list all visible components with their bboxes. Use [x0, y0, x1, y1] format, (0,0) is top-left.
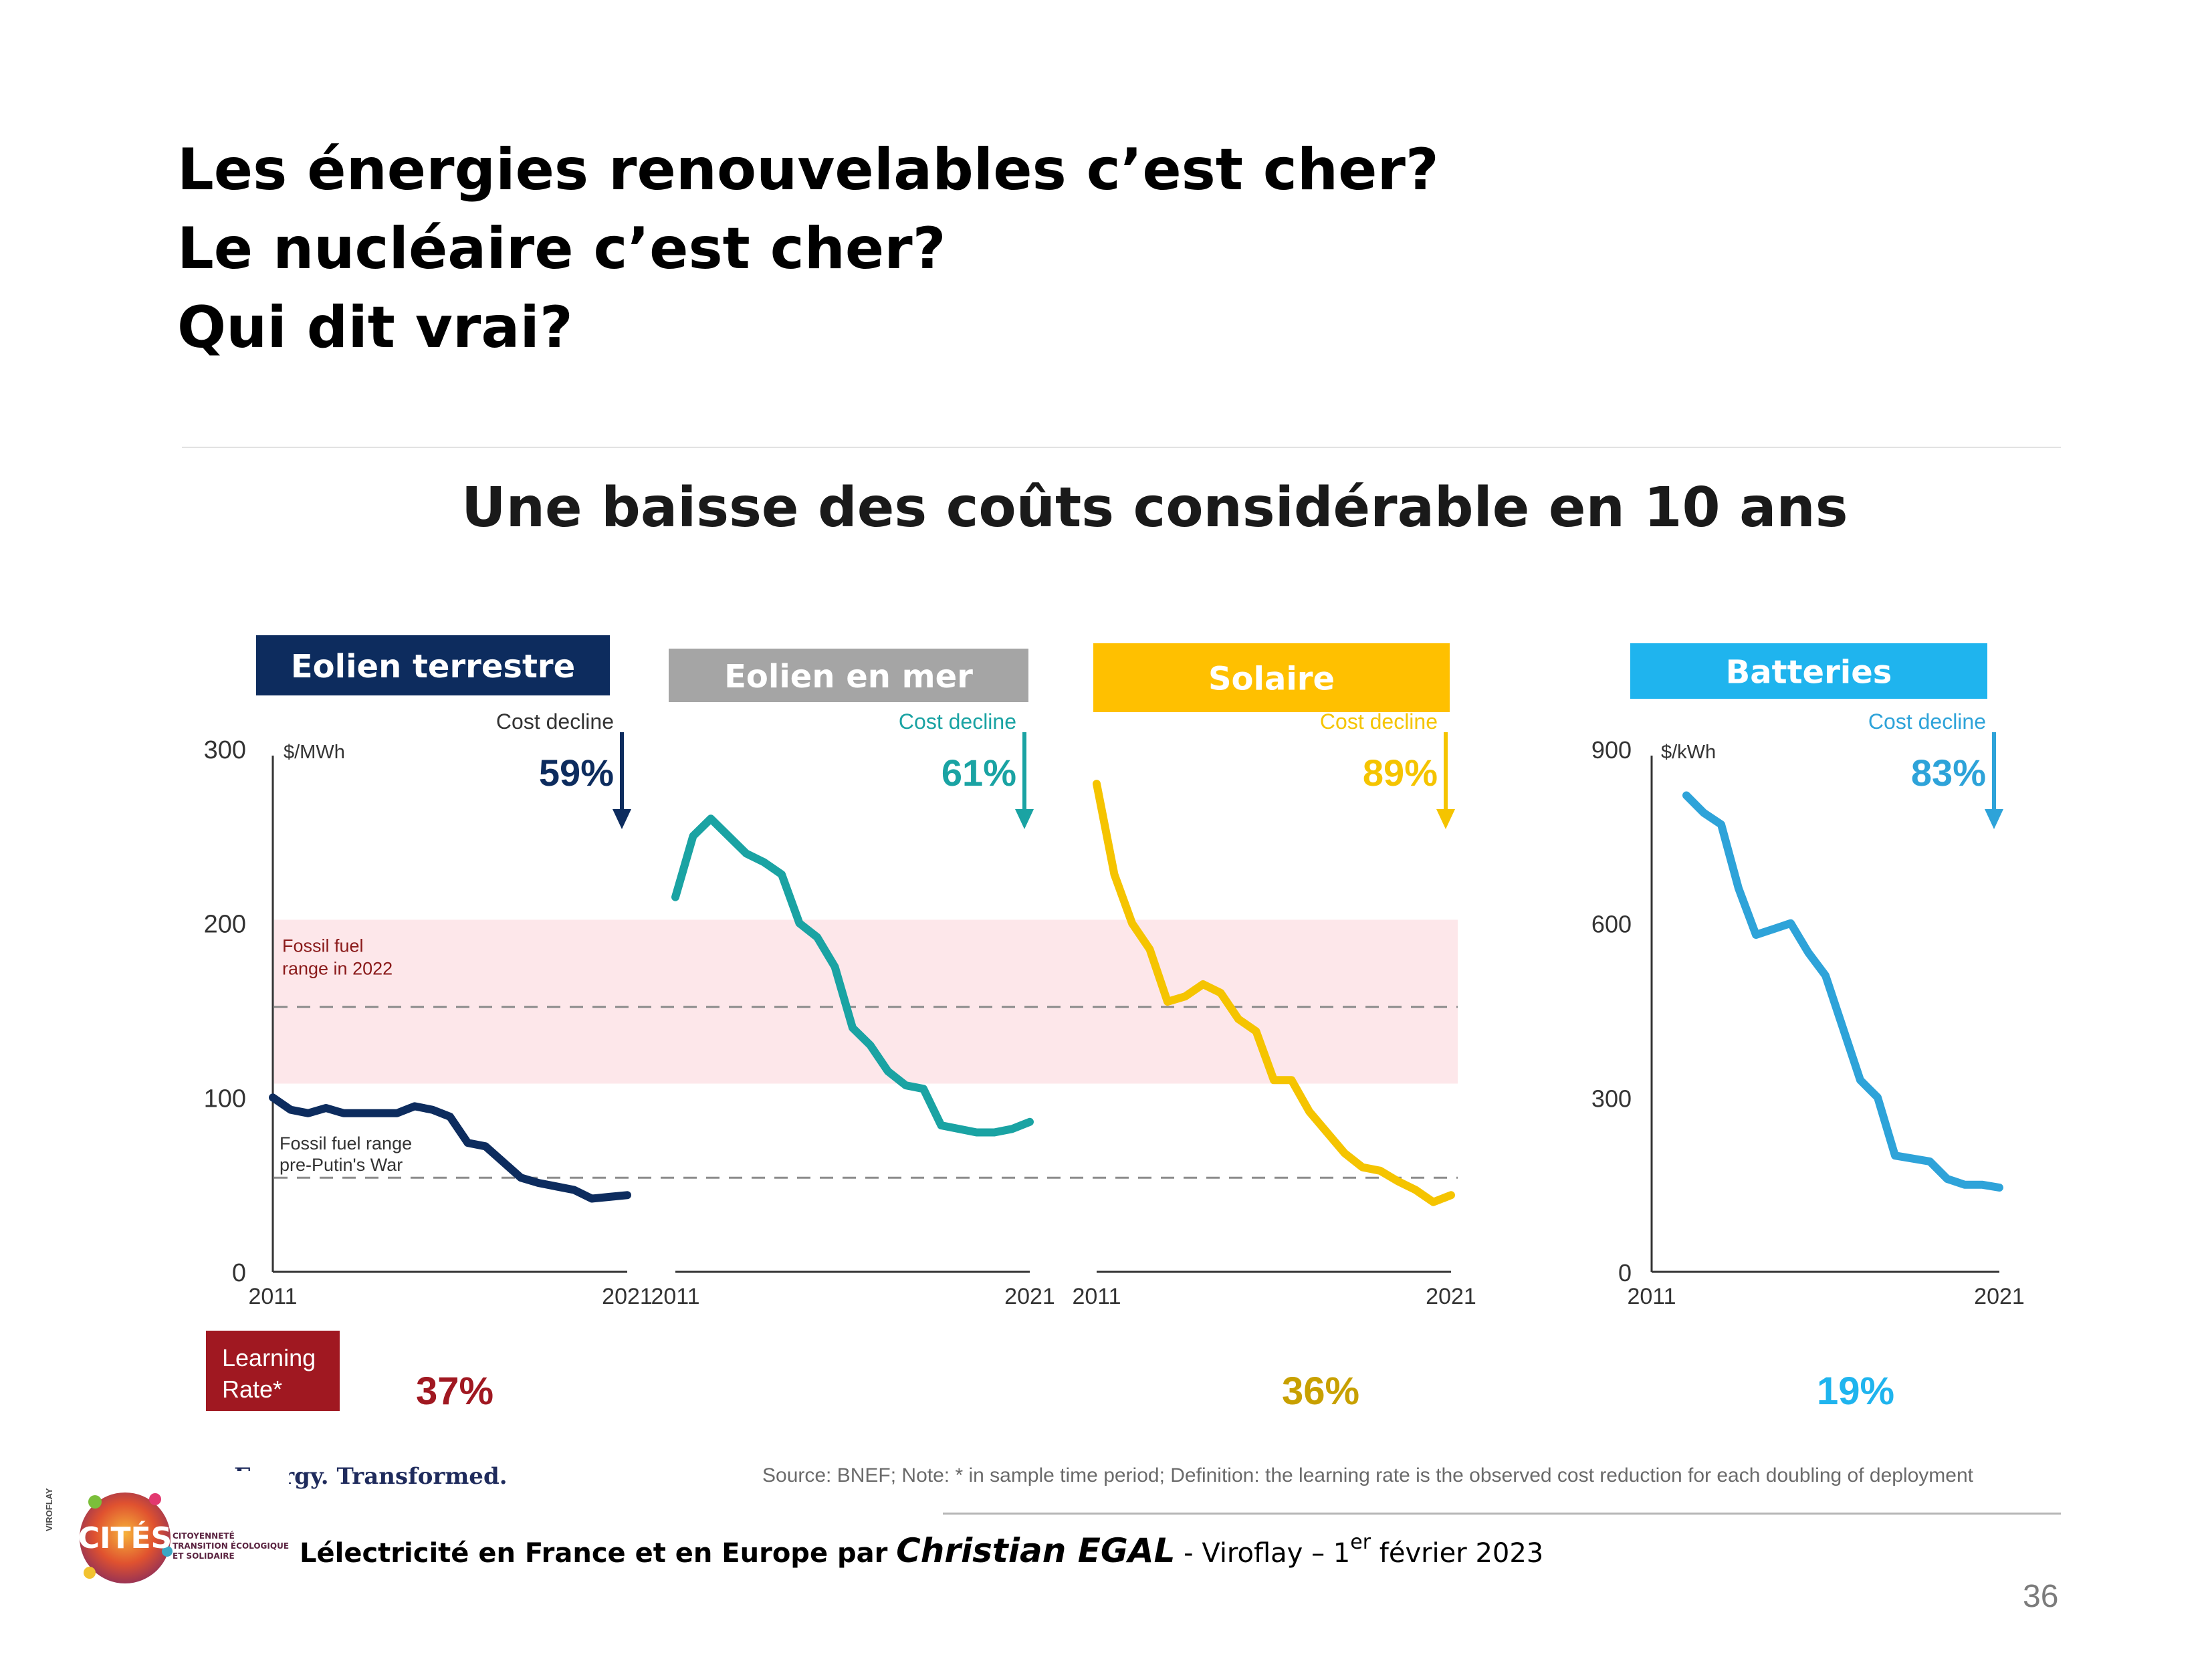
left-axis-unit: $/MWh: [284, 742, 345, 763]
series-4-header-label: Batteries: [1726, 654, 1892, 691]
footer-sup: er: [1350, 1530, 1371, 1554]
learning-rate-box: [206, 1331, 340, 1411]
series-1-x-tick-end: 2021: [602, 1284, 653, 1309]
page-number: 36: [2023, 1579, 2059, 1614]
series-3-header-box: [1093, 643, 1450, 712]
series-3-x-tick-end: 2021: [1426, 1284, 1476, 1309]
heading-line-1: Les énergies renouvelables c’est cher?: [177, 136, 1439, 203]
chart-title: Une baisse des coûts considérable en 10 …: [461, 476, 1848, 540]
left-y-tick-0: 0: [232, 1259, 246, 1287]
series-2-line: [671, 814, 1034, 1137]
series-2-header-label: Eolien en mer: [724, 658, 973, 695]
series-3-x-tick-start: 2011: [1072, 1284, 1121, 1309]
fossil-band-label-2: range in 2022: [282, 958, 393, 978]
fossil-band-label-1: Fossil fuel: [282, 935, 364, 956]
series-1-cost-decline-label: Cost decline: [496, 709, 614, 734]
logo-name: CITÉS: [78, 1520, 172, 1555]
series-4-cost-decline-value: 83%: [1911, 752, 1986, 794]
right-y-tick-600: 600: [1591, 911, 1632, 938]
heading-line-2: Le nucléaire c’est cher?: [177, 215, 946, 282]
footer-main: électricité en France et en Europe par: [316, 1538, 888, 1569]
series-3-cost-decline-label: Cost decline: [1320, 709, 1438, 734]
fossil-2022-band: [274, 919, 1458, 1084]
series-1-cost-decline-value: 59%: [539, 752, 614, 794]
heading-line-3: Qui dit vrai?: [177, 294, 573, 361]
series-2-x-tick-start: 2011: [651, 1284, 699, 1309]
series-2-cost-decline-arrow-head: [1015, 809, 1034, 829]
series-4-cost-decline-label: Cost decline: [1868, 709, 1986, 734]
logo-side-text: VIROFLAY: [44, 1488, 54, 1531]
series-1-line: [269, 1093, 631, 1203]
series-3-cost-decline-arrow-head: [1436, 809, 1455, 829]
series-1-x-tick-start: 2011: [248, 1284, 297, 1309]
series-4-learning-rate: 19%: [1817, 1369, 1894, 1413]
footer-place: - Viroflay – 1: [1175, 1538, 1351, 1569]
learning-rate-label-2: Rate*: [222, 1375, 282, 1403]
right-y-tick-0: 0: [1618, 1259, 1632, 1287]
series-4-x-tick-start: 2011: [1627, 1284, 1676, 1309]
logo-tagline: CITOYENNETÉ TRANSITION ÉCOLOGIQUE ET SOL…: [173, 1531, 289, 1561]
series-2-cost-decline-label: Cost decline: [899, 709, 1016, 734]
chart-bottom-divider: [943, 1513, 2061, 1515]
series-3-header-label: Solaire: [1208, 661, 1335, 698]
series-2-cost-decline-value: 61%: [942, 752, 1016, 794]
slide-heading: Les énergies renouvelables c’est cher? L…: [177, 130, 1439, 367]
chart-top-divider: [182, 447, 2061, 448]
series-2-header-box: [669, 649, 1028, 702]
series-1-learning-rate: 37%: [416, 1369, 493, 1413]
series-3-cost-decline-value: 89%: [1363, 752, 1438, 794]
slide-footer: Lélectricité en France et en Europe par …: [300, 1531, 1543, 1570]
right-axis-unit: $/kWh: [1661, 742, 1716, 763]
chart-source-note: Source: BNEF; Note: * in sample time per…: [762, 1464, 1973, 1486]
series-4-line: [1682, 791, 2003, 1192]
series-2-x-tick-end: 2021: [1004, 1284, 1055, 1309]
series-1-header-label: Eolien terrestre: [291, 648, 575, 685]
right-y-tick-300: 300: [1591, 1085, 1632, 1112]
learning-rate-label-1: Learning: [222, 1344, 316, 1371]
footer-prefix: L: [300, 1538, 317, 1569]
series-4-cost-decline-arrow-head: [1985, 809, 2003, 829]
prewar-label-2: pre-Putin's War: [280, 1155, 403, 1175]
footer-date: février 2023: [1371, 1538, 1544, 1569]
logo-tagline-2: TRANSITION ÉCOLOGIQUE: [173, 1541, 290, 1551]
series-1-cost-decline-arrow-head: [613, 809, 631, 829]
prewar-label-1: Fossil fuel range: [280, 1133, 412, 1153]
series-3-line: [1093, 780, 1455, 1206]
left-y-tick-300: 300: [204, 736, 246, 764]
series-3-learning-rate: 36%: [1282, 1369, 1359, 1413]
logo-tagline-3: ET SOLIDAIRE: [173, 1551, 235, 1561]
logo-tagline-1: CITOYENNETÉ: [173, 1531, 235, 1541]
logo-circle: [80, 1492, 171, 1583]
footer-author: Christian EGAL: [896, 1531, 1176, 1570]
left-y-tick-200: 200: [204, 911, 246, 939]
series-4-header-box: [1630, 643, 1987, 699]
right-y-tick-900: 900: [1591, 736, 1632, 764]
series-4-x-tick-end: 2021: [1974, 1284, 2025, 1309]
cites-logo: CITÉS: [48, 1471, 289, 1598]
series-1-header-box: [256, 635, 610, 695]
left-y-tick-100: 100: [204, 1085, 246, 1113]
